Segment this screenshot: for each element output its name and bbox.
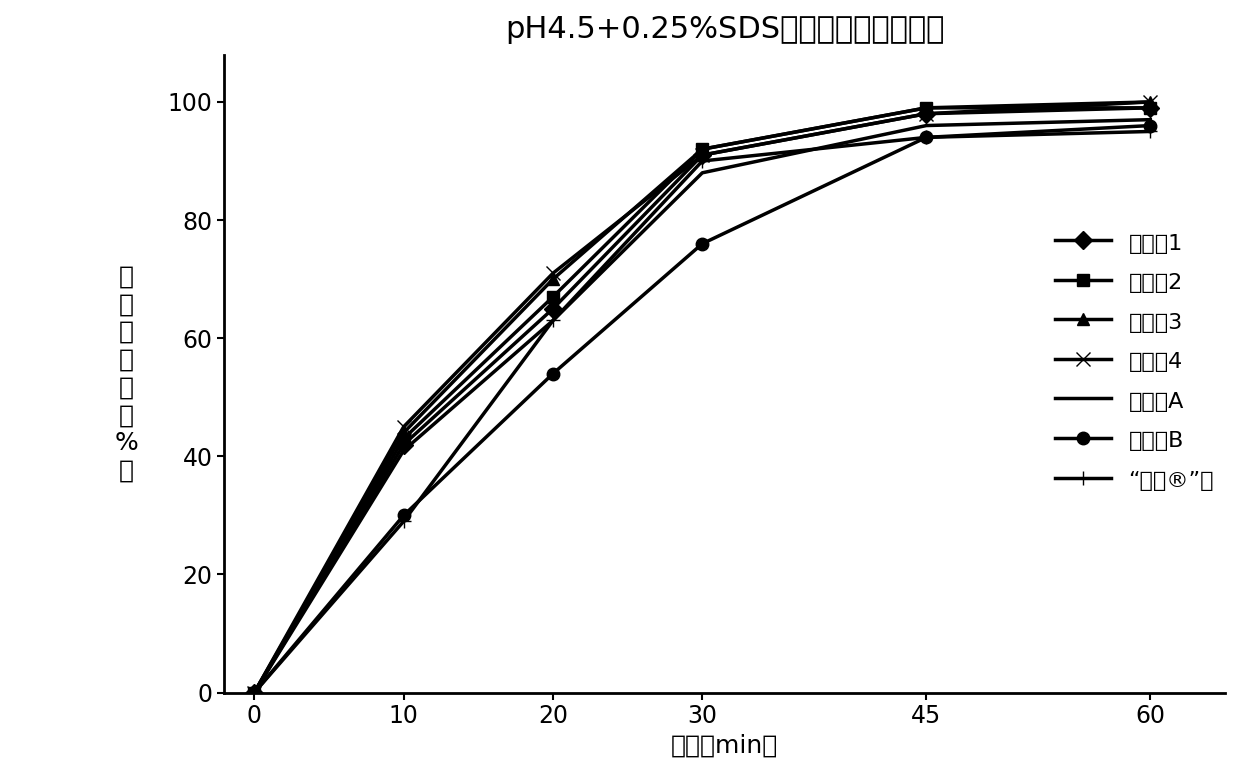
实施例3	[247, 688, 262, 697]
“泽珂®”片	[919, 133, 934, 142]
实施例2	[1143, 103, 1158, 112]
实施例1	[546, 304, 560, 313]
实施例4	[694, 151, 709, 160]
试验例B	[546, 369, 560, 378]
实施例3	[397, 428, 412, 438]
实施例3	[546, 274, 560, 284]
X-axis label: 时间（min）: 时间（min）	[671, 734, 779, 758]
实施例2	[247, 688, 262, 697]
实施例2	[546, 292, 560, 301]
实施例4	[1143, 97, 1158, 107]
实施例1	[694, 151, 709, 160]
“泽珂®”片	[247, 688, 262, 697]
Line: 实施例2: 实施例2	[248, 101, 1157, 699]
Title: pH4.5+0.25%SDS溶液中溶出曲线对比: pH4.5+0.25%SDS溶液中溶出曲线对比	[505, 15, 945, 44]
实施例1	[397, 440, 412, 449]
试验例A	[546, 316, 560, 325]
Line: 试验例B: 试验例B	[248, 119, 1157, 699]
实施例3	[1143, 97, 1158, 107]
Line: “泽珂®”片: “泽珂®”片	[247, 124, 1157, 700]
实施例4	[546, 268, 560, 278]
试验例A	[694, 169, 709, 178]
Line: 试验例A: 试验例A	[254, 120, 1151, 693]
试验例A	[397, 446, 412, 455]
试验例B	[694, 239, 709, 248]
实施例4	[397, 422, 412, 431]
实施例3	[694, 145, 709, 154]
实施例4	[247, 688, 262, 697]
“泽珂®”片	[546, 316, 560, 325]
实施例2	[694, 145, 709, 154]
“泽珂®”片	[694, 156, 709, 165]
实施例2	[919, 103, 934, 112]
实施例4	[919, 109, 934, 118]
试验例A	[919, 121, 934, 130]
实施例3	[919, 103, 934, 112]
试验例B	[247, 688, 262, 697]
Line: 实施例4: 实施例4	[247, 95, 1157, 700]
Line: 实施例3: 实施例3	[248, 96, 1157, 699]
“泽珂®”片	[1143, 127, 1158, 136]
试验例A	[247, 688, 262, 697]
试验例B	[1143, 121, 1158, 130]
实施例1	[1143, 103, 1158, 112]
实施例2	[397, 434, 412, 443]
试验例B	[919, 133, 934, 142]
实施例1	[919, 109, 934, 118]
“泽珂®”片	[397, 516, 412, 526]
Legend: 实施例1, 实施例2, 实施例3, 实施例4, 试验例A, 试验例B, “泽珂®”片: 实施例1, 实施例2, 实施例3, 实施例4, 试验例A, 试验例B, “泽珂®…	[1055, 231, 1214, 491]
Line: 实施例1: 实施例1	[248, 101, 1157, 699]
实施例1	[247, 688, 262, 697]
试验例B	[397, 511, 412, 520]
试验例A	[1143, 115, 1158, 124]
Y-axis label: 累
积
溶
出
度
（
%
）: 累 积 溶 出 度 （ % ）	[114, 264, 138, 483]
